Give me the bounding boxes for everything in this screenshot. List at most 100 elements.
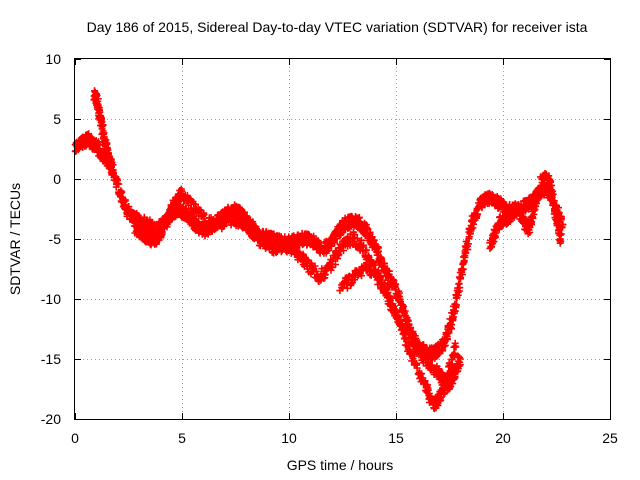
data-point-marker — [413, 364, 421, 372]
data-point-marker — [434, 402, 442, 409]
data-point-marker — [448, 360, 456, 368]
y-tick-label: -20 — [41, 411, 61, 427]
y-tick-label: 0 — [53, 171, 61, 187]
y-axis-label: SDTVAR / TECUs — [7, 183, 23, 295]
data-point-marker — [163, 221, 171, 228]
chart-title: Day 186 of 2015, Sidereal Day-to-day VTE… — [87, 19, 588, 35]
data-point-marker — [453, 301, 460, 309]
data-point-marker — [374, 248, 382, 255]
x-tick-label: 20 — [495, 430, 511, 446]
data-point-marker — [474, 210, 482, 218]
data-point-marker — [355, 214, 363, 222]
data-point-marker — [340, 247, 347, 254]
series-variant-b — [336, 259, 460, 413]
data-point-marker — [312, 267, 320, 275]
data-point-marker — [460, 257, 468, 265]
data-point-marker — [363, 246, 370, 254]
data-point-marker — [458, 271, 466, 279]
plot-frame — [74, 58, 611, 420]
axis-ticks: 0 5 10 15 20 25 -20 -15 -10 -5 0 5 10 — [41, 51, 618, 446]
data-point-marker — [465, 235, 473, 243]
data-point-marker — [304, 256, 312, 264]
data-point-marker — [353, 234, 361, 242]
data-point-marker — [386, 295, 394, 303]
data-point-marker — [422, 352, 430, 360]
data-points — [71, 87, 567, 413]
data-point-marker — [548, 191, 556, 199]
data-point-marker — [178, 187, 186, 195]
series-variant-a — [130, 185, 464, 394]
data-point-marker — [518, 208, 525, 216]
data-point-marker — [441, 385, 449, 393]
data-point-marker — [418, 370, 425, 378]
data-point-marker — [425, 358, 433, 366]
x-tick-label: 10 — [281, 430, 297, 446]
data-point-marker — [445, 329, 453, 337]
data-point-marker — [410, 350, 418, 358]
data-point-marker — [446, 367, 454, 375]
data-point-marker — [158, 229, 166, 237]
data-point-marker — [233, 213, 241, 221]
data-point-marker — [311, 262, 319, 270]
data-point-marker — [536, 189, 544, 197]
data-point-marker — [334, 255, 341, 263]
series-upper-branch — [90, 87, 116, 172]
data-point-marker — [416, 346, 424, 354]
data-point-marker — [454, 291, 462, 299]
data-point-marker — [208, 216, 216, 224]
data-point-marker — [456, 284, 464, 292]
data-point-marker — [463, 240, 471, 248]
data-point-marker — [455, 280, 463, 288]
data-point-marker — [467, 229, 474, 237]
data-point-marker — [467, 225, 475, 233]
data-point-marker — [383, 286, 391, 294]
data-point-marker — [405, 343, 413, 351]
data-point-marker — [103, 145, 111, 153]
data-point-marker — [381, 260, 388, 268]
data-point-marker — [557, 237, 565, 245]
data-point-marker — [456, 355, 464, 363]
data-point-marker — [325, 247, 332, 254]
data-point-marker — [557, 230, 565, 238]
y-tick-label: -10 — [41, 291, 61, 307]
data-point-marker — [358, 236, 365, 244]
data-point-marker — [358, 272, 365, 280]
data-point-marker — [552, 208, 560, 216]
data-point-marker — [448, 321, 455, 329]
grid — [75, 59, 610, 419]
data-point-marker — [363, 259, 370, 267]
data-point-marker — [546, 176, 554, 183]
data-point-marker — [392, 307, 400, 315]
data-point-marker — [455, 362, 463, 370]
y-tick-label: -15 — [41, 351, 61, 367]
data-point-marker — [528, 218, 536, 226]
data-point-marker — [451, 349, 458, 357]
data-point-marker — [373, 268, 381, 276]
y-tick-label: 10 — [45, 51, 61, 67]
y-tick-label: -5 — [49, 231, 62, 247]
data-point-marker — [310, 232, 318, 240]
data-point-marker — [351, 231, 359, 238]
x-tick-label: 0 — [71, 430, 79, 446]
x-tick-label: 5 — [178, 430, 186, 446]
data-point-marker — [451, 309, 458, 317]
data-point-marker — [452, 343, 460, 351]
data-point-marker — [332, 261, 339, 268]
data-point-marker — [121, 197, 129, 205]
x-tick-label: 25 — [602, 430, 618, 446]
data-point-marker — [107, 163, 115, 171]
data-point-marker — [115, 180, 123, 188]
data-point-marker — [117, 189, 125, 197]
data-point-marker — [229, 212, 237, 219]
x-axis-label: GPS time / hours — [287, 457, 394, 473]
data-point-marker — [367, 261, 375, 269]
data-point-marker — [338, 229, 346, 237]
data-point-marker — [556, 231, 564, 239]
x-tick-label: 15 — [388, 430, 404, 446]
data-point-marker — [443, 336, 451, 343]
data-point-marker — [321, 271, 329, 278]
data-point-marker — [470, 220, 478, 228]
data-point-marker — [539, 182, 547, 190]
y-tick-label: 5 — [53, 111, 61, 127]
